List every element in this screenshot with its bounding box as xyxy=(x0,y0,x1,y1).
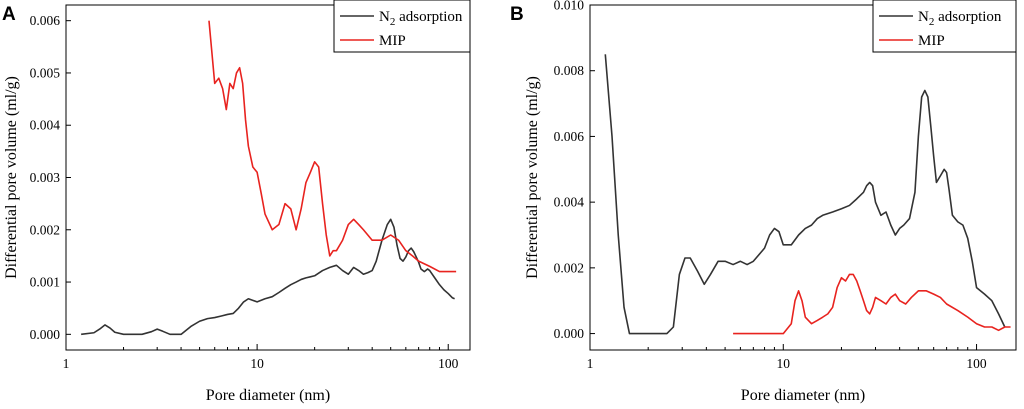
legend-label: N2 adsorption xyxy=(918,9,1002,28)
x-tick-label: 10 xyxy=(777,356,791,371)
y-axis-label: Differential pore volume (ml/g) xyxy=(524,76,541,279)
legend-box xyxy=(333,0,471,53)
y-tick-label: 0.008 xyxy=(554,63,585,78)
y-tick-label: 0.001 xyxy=(30,275,60,290)
y-tick-label: 0.006 xyxy=(30,13,61,28)
y-tick-label: 0.002 xyxy=(30,222,60,237)
legend-label: MIP xyxy=(379,33,406,49)
x-axis-label: Pore diameter (nm) xyxy=(741,387,865,404)
series-line-n2-adsorption xyxy=(81,218,455,336)
x-tick-label: 100 xyxy=(438,356,459,371)
y-tick-label: 0.000 xyxy=(30,327,61,342)
y-tick-label: 0.005 xyxy=(30,65,61,80)
y-axis-label: Differential pore volume (ml/g) xyxy=(3,76,20,279)
panel-a: A 0.000 0.001 0.002 0.003 0.004 0.005 0.006 1 10 1… xyxy=(2,0,471,404)
series-line-mip xyxy=(208,20,457,273)
series-line-n2-adsorption xyxy=(604,54,1006,335)
x-tick-label: 100 xyxy=(966,356,987,371)
plot-frame xyxy=(589,4,1017,351)
y-tick-label: 0.002 xyxy=(554,260,584,275)
y-tick-label: 0.003 xyxy=(30,170,61,185)
x-tick-label: 1 xyxy=(587,356,594,371)
legend-box xyxy=(872,0,1017,53)
y-tick-label: 0.004 xyxy=(30,118,61,133)
y-tick-label: 0.000 xyxy=(554,326,585,341)
x-axis-label: Pore diameter (nm) xyxy=(206,387,330,404)
panel-b: B 0.000 0.002 0.004 0.006 0.008 0.010 1 10 100 Por… xyxy=(510,0,1017,404)
y-tick-label: 0.006 xyxy=(554,129,585,144)
y-tick-label: 0.004 xyxy=(554,195,585,210)
panel-letter: B xyxy=(510,4,524,25)
legend-label: N2 adsorption xyxy=(379,9,463,28)
y-tick-label: 0.010 xyxy=(554,0,585,13)
panel-letter: A xyxy=(2,4,16,25)
legend-label: MIP xyxy=(918,33,945,49)
x-tick-label: 10 xyxy=(250,356,264,371)
series-line-mip xyxy=(733,273,1011,335)
x-tick-label: 1 xyxy=(63,356,70,371)
